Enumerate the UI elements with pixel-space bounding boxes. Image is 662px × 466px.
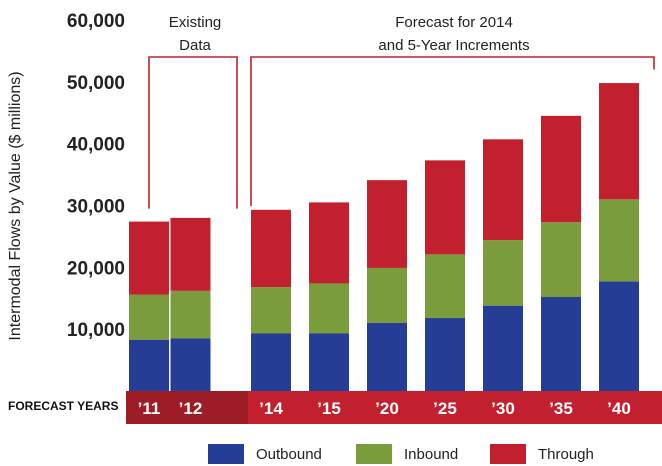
legend-label-through: Through <box>538 446 594 463</box>
forecast-years-label: FORECAST YEARS <box>8 399 118 413</box>
x-tick-label: ’40 <box>607 399 631 418</box>
stacked-bars <box>129 83 639 391</box>
forecast-annotation-line1: Forecast for 2014 <box>395 14 513 31</box>
legend-swatch-through <box>490 444 526 464</box>
bar-segment-inbound <box>541 222 581 298</box>
bar-segment-inbound <box>367 267 407 323</box>
bar-segment-through <box>251 209 291 288</box>
bar-segment-inbound <box>251 287 291 334</box>
legend-label-outbound: Outbound <box>256 446 322 463</box>
bar-segment-inbound <box>309 283 349 334</box>
bar-segment-through <box>541 115 581 223</box>
bar-segment-inbound <box>170 290 211 339</box>
bar-segment-inbound <box>483 240 523 306</box>
existing-data-annotation-line2: Data <box>179 37 211 54</box>
y-tick-label: 40,000 <box>67 135 125 156</box>
annotation-brackets <box>148 56 655 209</box>
y-tick-label: 20,000 <box>67 258 125 279</box>
bar-segment-inbound <box>599 199 639 282</box>
bar-segment-through <box>599 83 639 200</box>
x-tick-label: ’30 <box>491 399 515 418</box>
bar-segment-outbound <box>599 281 639 391</box>
forecast-bracket <box>250 56 655 207</box>
legend-swatch-outbound <box>208 444 244 464</box>
bar-segment-outbound <box>309 333 349 391</box>
bar-segment-inbound <box>129 294 169 340</box>
bar-segment-outbound <box>170 338 211 391</box>
y-tick-label: 50,000 <box>67 73 125 94</box>
existing-data-annotation-line1: Existing <box>169 14 222 31</box>
forecast-years-band <box>126 391 662 424</box>
x-tick-label: ’35 <box>549 399 573 418</box>
x-tick-label: ’20 <box>375 399 399 418</box>
x-tick-label: ’14 <box>259 399 283 418</box>
forecast-annotation-line2: and 5-Year Increments <box>378 37 529 54</box>
x-axis-year-labels: ’11 ’12 ’14 ’15 ’20 ’25 ’30 ’35 ’40 <box>138 399 631 418</box>
bar-segment-outbound <box>425 318 465 391</box>
legend-label-inbound: Inbound <box>404 446 458 463</box>
y-axis-ticks: 10,000 20,000 30,000 40,000 50,000 60,000 <box>67 11 125 341</box>
bar-segment-through <box>129 221 169 295</box>
existing-years-band <box>126 391 248 424</box>
bar-segment-through <box>309 202 349 284</box>
existing-data-bracket <box>148 56 238 209</box>
y-tick-label: 10,000 <box>67 320 125 341</box>
bar-segment-through <box>483 139 523 241</box>
y-tick-label: 30,000 <box>67 197 125 218</box>
bar-segment-through <box>367 180 407 268</box>
y-axis-label: Intermodal Flows by Value ($ millions) <box>7 71 24 340</box>
bar-segment-outbound <box>251 333 291 391</box>
bar-segment-outbound <box>367 322 407 391</box>
y-tick-label: 60,000 <box>67 11 125 32</box>
x-tick-label: ’11 <box>138 399 161 418</box>
forecast-years-band-fill <box>248 391 662 424</box>
x-tick-label: ’15 <box>317 399 341 418</box>
bar-segment-outbound <box>129 339 169 391</box>
bar-segment-inbound <box>425 254 465 319</box>
x-tick-label: ’12 <box>179 399 203 418</box>
bar-segment-outbound <box>541 297 581 391</box>
bar-segment-through <box>170 217 211 291</box>
bar-segment-outbound <box>483 305 523 391</box>
x-tick-label: ’25 <box>433 399 457 418</box>
bar-segment-through <box>425 160 465 255</box>
legend: Outbound Inbound Through <box>208 444 594 464</box>
legend-swatch-inbound <box>356 444 392 464</box>
